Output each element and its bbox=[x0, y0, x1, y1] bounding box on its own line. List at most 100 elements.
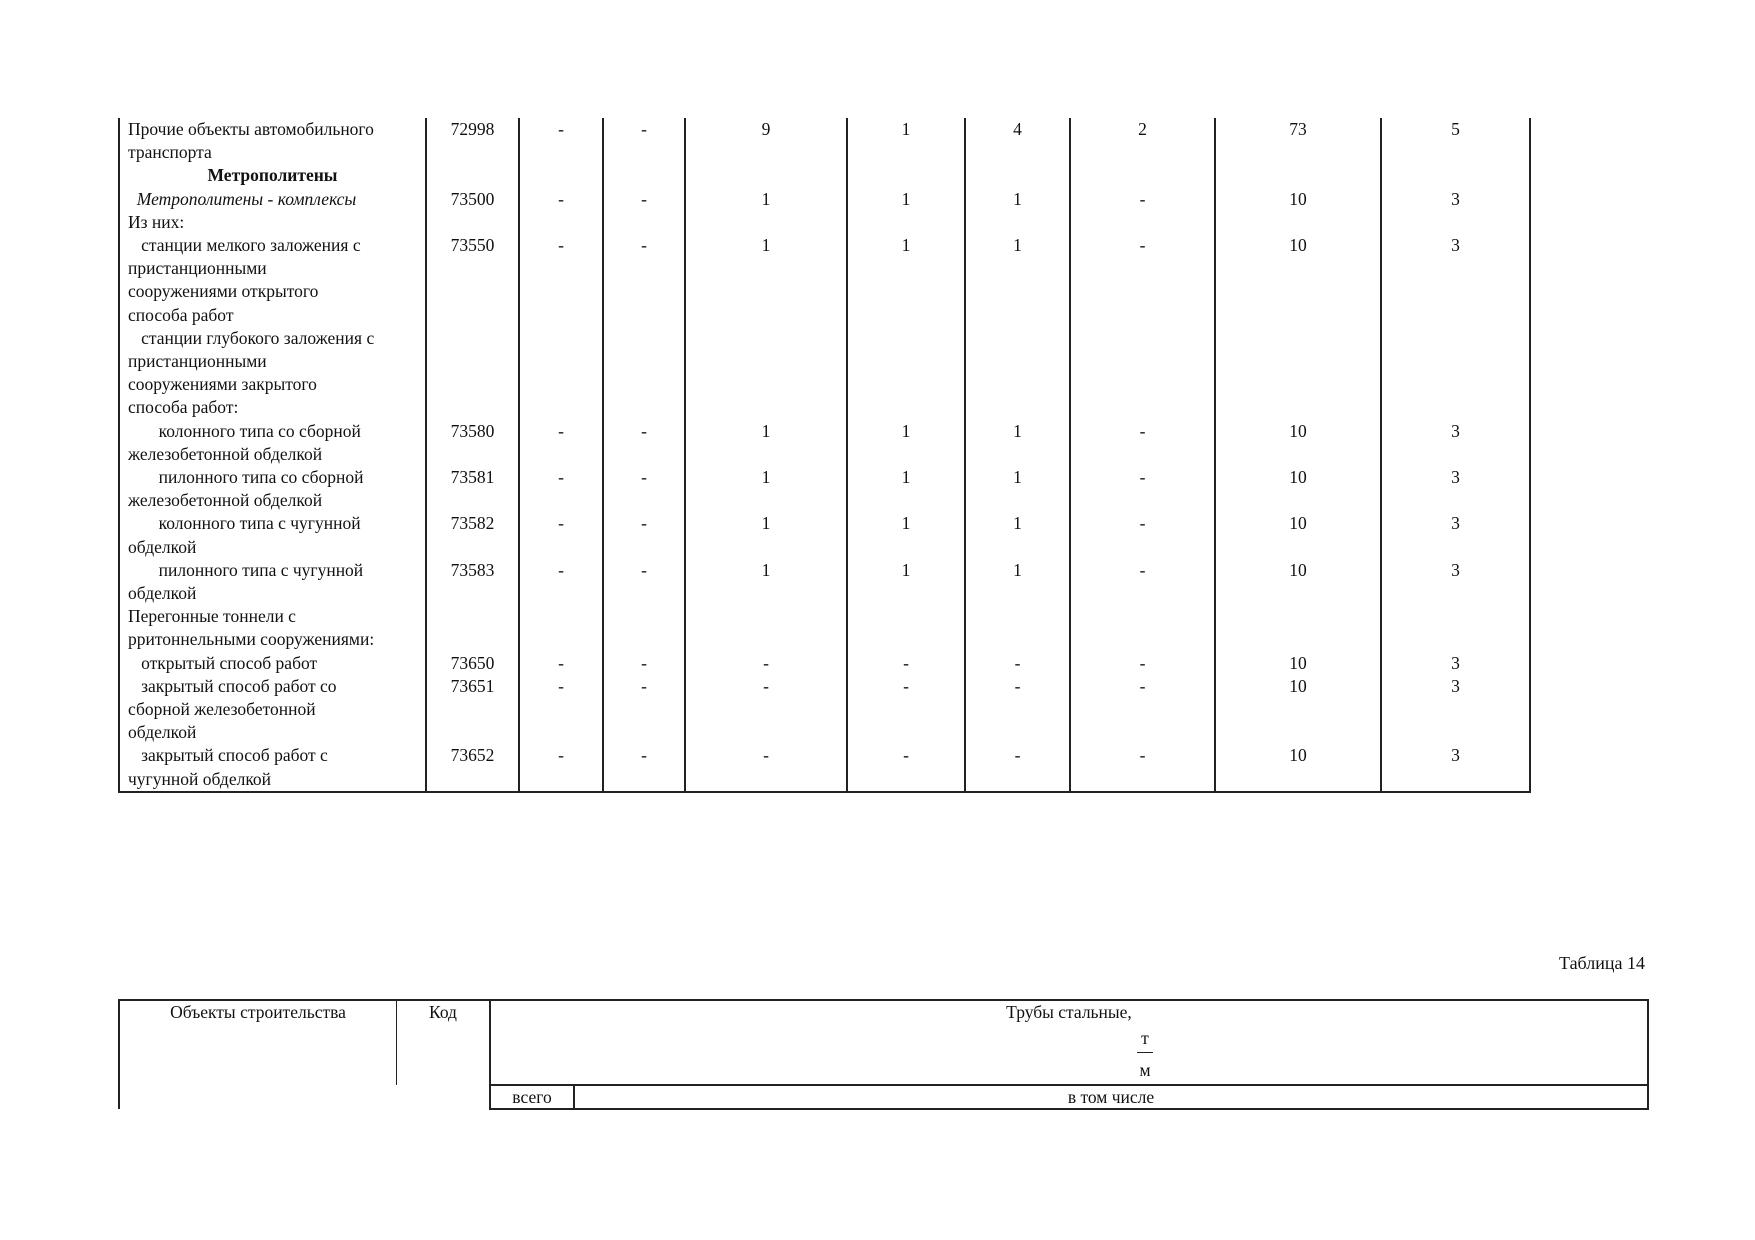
table-row: закрытый способ работ с чугунной обделко… bbox=[118, 744, 1531, 793]
row-value: 1 bbox=[846, 466, 965, 513]
row-value: 1 bbox=[684, 187, 847, 211]
row-value: 1 bbox=[684, 466, 847, 513]
row-value: - bbox=[1069, 558, 1215, 606]
row-value bbox=[602, 605, 685, 652]
row-value: 3 bbox=[1380, 558, 1531, 606]
row-code: 73652 bbox=[425, 744, 519, 793]
row-value bbox=[602, 164, 685, 188]
table-caption: Таблица 14 bbox=[1559, 953, 1645, 973]
table-row: пилонного типа с чугунной обделкой 73583-… bbox=[118, 558, 1531, 606]
row-value bbox=[1214, 326, 1381, 420]
row-value: - bbox=[684, 674, 847, 745]
row-label: станции мелкого заложения с пристанционн… bbox=[118, 234, 426, 327]
row-value: - bbox=[602, 558, 685, 606]
row-value: 1 bbox=[964, 466, 1070, 513]
row-value: - bbox=[518, 118, 603, 165]
row-value bbox=[518, 605, 603, 652]
row-value: - bbox=[846, 744, 965, 793]
row-value bbox=[1380, 605, 1531, 652]
header-objects: Объекты строительства bbox=[170, 1002, 346, 1022]
row-value: - bbox=[602, 674, 685, 745]
row-value: - bbox=[1069, 419, 1215, 467]
row-value: 3 bbox=[1380, 234, 1531, 327]
row-value bbox=[1069, 164, 1215, 188]
row-value: - bbox=[1069, 512, 1215, 559]
row-code: 73651 bbox=[425, 674, 519, 745]
table-divider bbox=[489, 999, 491, 1109]
row-value: - bbox=[1069, 187, 1215, 211]
row-value: 1 bbox=[684, 234, 847, 327]
row-label: закрытый способ работ со сборной железоб… bbox=[118, 674, 426, 745]
row-value: 1 bbox=[684, 512, 847, 559]
row-label: Метрополитены bbox=[118, 164, 426, 188]
row-code bbox=[425, 605, 519, 652]
row-label: колонного типа с чугунной обделкой bbox=[118, 512, 426, 559]
row-value: 3 bbox=[1380, 512, 1531, 559]
row-value: - bbox=[602, 651, 685, 675]
row-value: - bbox=[518, 466, 603, 513]
row-code: 73650 bbox=[425, 651, 519, 675]
row-value: - bbox=[684, 744, 847, 793]
header-pipes: Трубы стальные, bbox=[1006, 1002, 1132, 1022]
row-value: 10 bbox=[1214, 744, 1381, 793]
row-value bbox=[518, 326, 603, 420]
row-value bbox=[684, 605, 847, 652]
row-value: 3 bbox=[1380, 744, 1531, 793]
row-value: 1 bbox=[964, 512, 1070, 559]
unit-denominator: м bbox=[1139, 1060, 1151, 1080]
table-row: станции мелкого заложения с пристанционн… bbox=[118, 234, 1531, 327]
table-row: пилонного типа со сборной железобетонной… bbox=[118, 466, 1531, 513]
row-value bbox=[684, 210, 847, 235]
row-value: 1 bbox=[846, 118, 965, 165]
row-code bbox=[425, 210, 519, 235]
header-total: всего bbox=[512, 1087, 552, 1107]
row-value bbox=[846, 326, 965, 420]
row-value bbox=[684, 326, 847, 420]
row-code: 73583 bbox=[425, 558, 519, 606]
table-13: Прочие объекты автомобильного транспорта… bbox=[118, 118, 1531, 793]
row-value: - bbox=[518, 558, 603, 606]
row-code: 73550 bbox=[425, 234, 519, 327]
row-label: Метрополитены - комплексы bbox=[118, 187, 426, 211]
table-row: открытый способ работ 73650- - - - - -10 3 bbox=[118, 651, 1531, 675]
row-value: 10 bbox=[1214, 419, 1381, 467]
row-value: - bbox=[602, 466, 685, 513]
row-value: 1 bbox=[846, 187, 965, 211]
row-value: 1 bbox=[964, 187, 1070, 211]
table-row: Прочие объекты автомобильного транспорта… bbox=[118, 118, 1531, 165]
row-value: 3 bbox=[1380, 466, 1531, 513]
row-value: - bbox=[518, 187, 603, 211]
row-value: - bbox=[684, 651, 847, 675]
row-value: - bbox=[1069, 466, 1215, 513]
table-divider bbox=[396, 999, 397, 1085]
table-row: колонного типа со сборной железобетонной… bbox=[118, 419, 1531, 467]
row-value bbox=[1380, 326, 1531, 420]
table-border-right bbox=[1647, 999, 1649, 1109]
row-value bbox=[1214, 164, 1381, 188]
row-value bbox=[964, 210, 1070, 235]
row-value: 3 bbox=[1380, 419, 1531, 467]
row-code: 73582 bbox=[425, 512, 519, 559]
row-code bbox=[425, 164, 519, 188]
row-value: 10 bbox=[1214, 674, 1381, 745]
row-value: 10 bbox=[1214, 512, 1381, 559]
fraction-bar bbox=[1137, 1052, 1153, 1053]
row-value: - bbox=[1069, 651, 1215, 675]
header-including: в том числе bbox=[1067, 1087, 1155, 1107]
row-value: 5 bbox=[1380, 118, 1531, 165]
row-label: пилонного типа с чугунной обделкой bbox=[118, 558, 426, 606]
table-border-bottom bbox=[489, 1108, 1649, 1110]
row-value: 10 bbox=[1214, 234, 1381, 327]
row-value bbox=[684, 164, 847, 188]
row-value: 1 bbox=[846, 512, 965, 559]
row-value bbox=[846, 164, 965, 188]
row-value: 1 bbox=[964, 558, 1070, 606]
row-value bbox=[964, 164, 1070, 188]
row-value: 1 bbox=[684, 558, 847, 606]
row-label: закрытый способ работ с чугунной обделко… bbox=[118, 744, 426, 793]
row-value: 1 bbox=[846, 419, 965, 467]
row-value: - bbox=[964, 651, 1070, 675]
row-value: - bbox=[518, 744, 603, 793]
row-value: 3 bbox=[1380, 674, 1531, 745]
row-value bbox=[602, 326, 685, 420]
